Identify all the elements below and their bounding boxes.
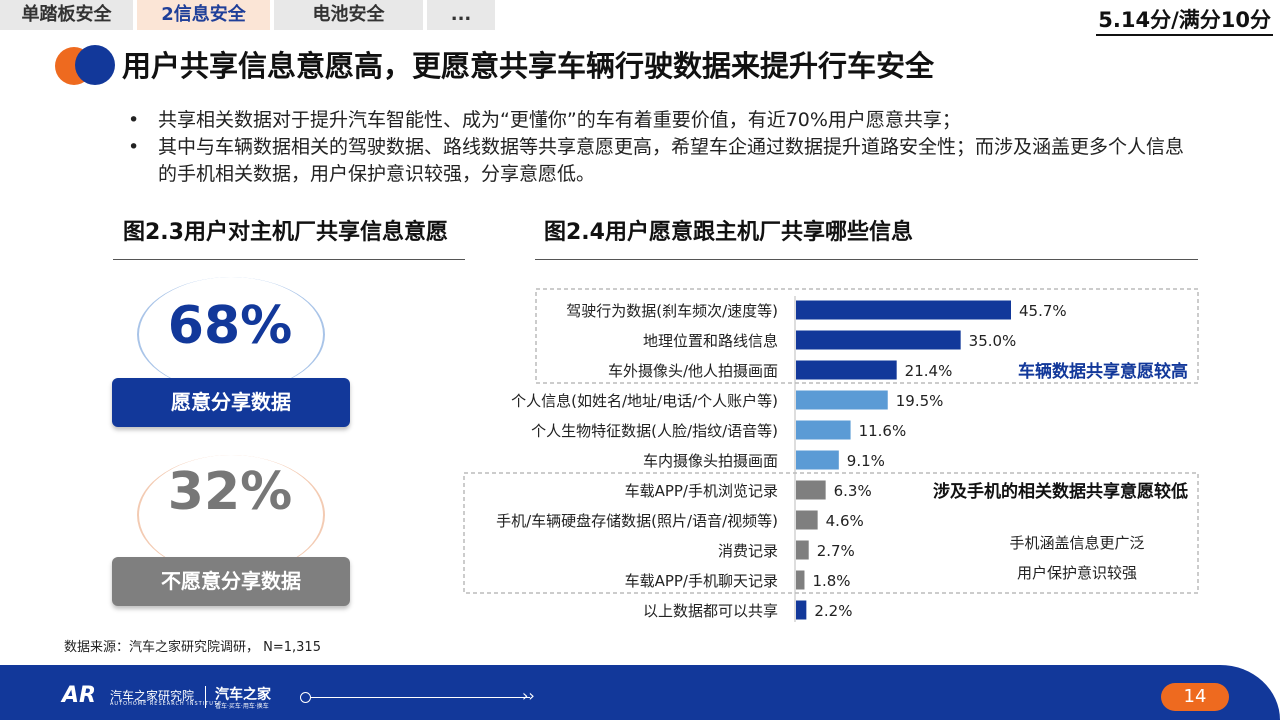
autohome-logo-icon: AR (62, 683, 96, 708)
footer-org-en: AUTOHOME RESEARCH INSTITUTE (110, 701, 223, 707)
bar (796, 420, 851, 440)
high-annotation: 车辆数据共享意愿较高 (1018, 361, 1188, 382)
footer-arrow-icon: ›› (522, 686, 535, 705)
value-label: 21.4% (905, 362, 953, 380)
category-label: 地理位置和路线信息 (643, 332, 778, 350)
no-percentage: 32% (167, 462, 293, 522)
yes-percentage: 68% (167, 296, 293, 356)
low-annotation: 涉及手机的相关数据共享意愿较低 (933, 481, 1188, 502)
bar (796, 450, 839, 470)
high-group-box (535, 288, 1199, 384)
bullet-item: 其中与车辆数据相关的驾驶数据、路线数据等共享意愿更高，希望车企通过数据提升道路安… (120, 134, 1200, 188)
section-tabs: 单踏板安全 2信息安全 电池安全 ... (0, 0, 499, 30)
low-group-box (463, 472, 1199, 594)
fig23-divider (113, 259, 465, 260)
value-label: 4.6% (826, 512, 864, 530)
category-label: 车载APP/手机浏览记录 (625, 482, 778, 500)
bar (796, 480, 826, 500)
bar (796, 540, 809, 560)
no-ring-decoration (137, 455, 325, 575)
bar (796, 600, 807, 620)
category-label: 车载APP/手机聊天记录 (625, 572, 778, 590)
footer-bar (0, 665, 1280, 720)
footer-org-name: 汽车之家研究院 (110, 689, 195, 703)
value-label: 1.8% (812, 572, 850, 590)
score-label: 5.14分/满分10分 (1096, 6, 1273, 36)
value-label: 19.5% (896, 392, 944, 410)
value-label: 45.7% (1019, 302, 1067, 320)
category-label: 以上数据都可以共享 (643, 602, 778, 620)
fig24-divider (535, 259, 1198, 260)
data-source-note: 数据来源：汽车之家研究院调研， N=1,315 (64, 640, 321, 655)
fig23-title: 图2.3用户对主机厂共享信息意愿 (123, 220, 448, 245)
bullet-item: 共享相关数据对于提升汽车智能性、成为“更懂你”的车有着重要价值，有近70%用户愿… (120, 107, 1200, 134)
category-label: 消费记录 (718, 542, 778, 560)
tab-info-safety[interactable]: 2信息安全 (137, 0, 270, 30)
yes-label-badge: 愿意分享数据 (112, 378, 350, 427)
value-label: 6.3% (834, 482, 872, 500)
bar (796, 510, 818, 530)
value-label: 9.1% (847, 452, 885, 470)
category-label: 车外摄像头/他人拍摄画面 (608, 362, 778, 380)
no-label-badge: 不愿意分享数据 (112, 557, 350, 606)
page-number: 14 (1161, 683, 1229, 711)
bar (796, 300, 1011, 320)
title-dots-icon (55, 45, 115, 85)
note-annotation-2: 用户保护意识较强 (1017, 564, 1137, 582)
value-label: 35.0% (969, 332, 1017, 350)
footer-brand-sub: 看车·买车·用车·换车 (215, 703, 269, 710)
tab-more[interactable]: ... (427, 0, 495, 30)
bar (796, 330, 961, 350)
tab-pedal-safety[interactable]: 单踏板安全 (0, 0, 133, 30)
tab-battery-safety[interactable]: 电池安全 (274, 0, 423, 30)
footer-separator (205, 686, 206, 708)
footer-arrow-dot (300, 692, 311, 703)
fig24-title: 图2.4用户愿意跟主机厂共享哪些信息 (544, 220, 913, 245)
footer-arrow-line (302, 697, 530, 698)
yes-ring-decoration (137, 277, 325, 392)
category-label: 手机/车辆硬盘存储数据(照片/语音/视频等) (496, 512, 778, 530)
value-label: 2.7% (817, 542, 855, 560)
category-label: 驾驶行为数据(刹车频次/速度等) (566, 302, 778, 320)
footer-brand: 汽车之家 (215, 687, 271, 703)
bullet-list: 共享相关数据对于提升汽车智能性、成为“更懂你”的车有着重要价值，有近70%用户愿… (120, 107, 1200, 188)
bar (796, 570, 805, 590)
page-title: 用户共享信息意愿高，更愿意共享车辆行驶数据来提升行车安全 (122, 49, 935, 83)
bar (796, 390, 888, 410)
value-label: 2.2% (814, 602, 852, 620)
value-label: 11.6% (859, 422, 907, 440)
category-label: 个人信息(如姓名/地址/电话/个人账户等) (511, 392, 778, 410)
category-label: 个人生物特征数据(人脸/指纹/语音等) (531, 422, 778, 440)
bar (796, 360, 897, 380)
category-label: 车内摄像头拍摄画面 (643, 452, 778, 470)
note-annotation-1: 手机涵盖信息更广泛 (1009, 534, 1144, 552)
